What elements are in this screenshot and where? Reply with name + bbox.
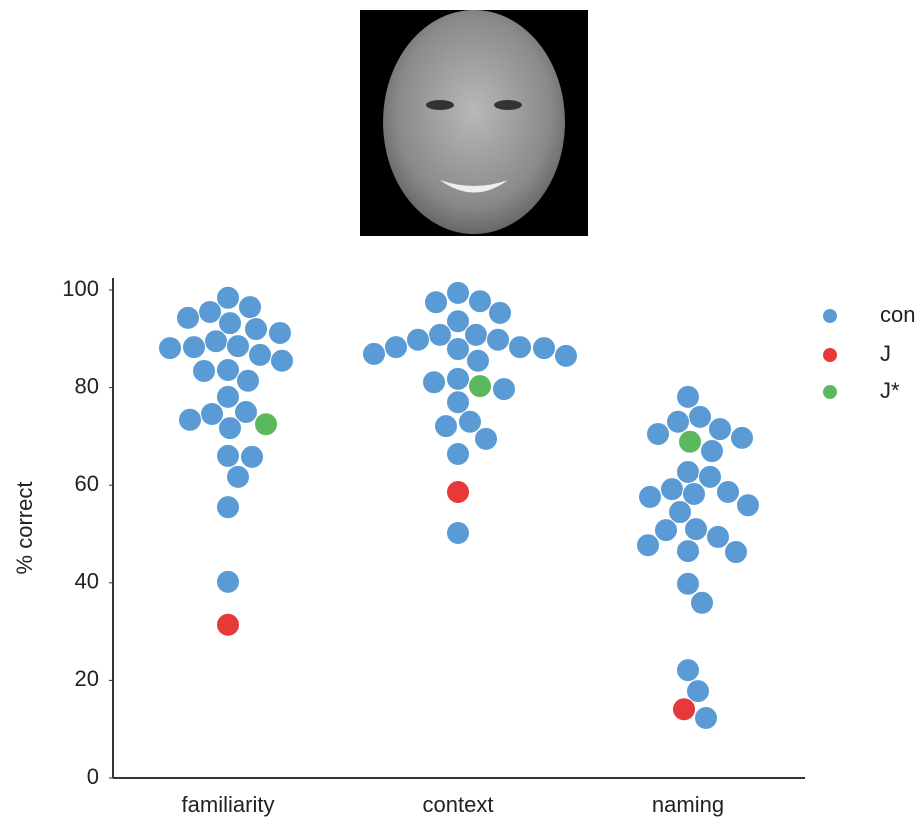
data-point [639,485,662,508]
face-image [360,10,588,236]
data-point [647,422,670,445]
chart: % correct 0 20 40 60 80 100 familiarity context… [0,0,924,823]
data-point [677,572,700,595]
y-axis-label: % correct [12,482,37,575]
data-point [241,445,264,468]
y-tick-label: 80 [75,373,99,398]
data-point [447,338,470,361]
data-point [217,359,240,382]
y-tick-label: 20 [75,666,99,691]
page: {"chart_data": { "type": "swarm", "categ… [0,0,924,823]
data-point [179,408,202,431]
data-point [469,375,492,398]
legend-label: J* [880,378,900,403]
data-point [467,349,490,372]
data-point [249,343,272,366]
data-point [177,306,200,329]
data-point [245,318,268,341]
data-point [227,465,250,488]
data-point [475,427,498,450]
data-point [219,417,242,440]
data-point [255,413,278,436]
data-point [487,328,510,351]
legend-marker [823,348,837,362]
data-point [677,461,700,484]
data-point [217,613,240,636]
data-point [425,291,448,314]
data-point [695,706,718,729]
data-point [199,300,222,323]
data-point [699,465,722,488]
data-point [685,518,708,541]
data-point [677,659,700,682]
data-point [661,478,684,501]
data-point [555,344,578,367]
data-point [689,405,712,428]
y-tick-label: 100 [62,276,99,301]
data-point [679,430,702,453]
data-point [701,440,724,463]
data-point [237,369,260,392]
x-tick-label: familiarity [182,792,275,817]
data-point [217,444,240,467]
data-point [493,378,516,401]
y-tick-label: 40 [75,569,99,594]
data-point [447,367,470,390]
data-point [217,385,240,408]
data-point [509,336,532,359]
data-point [677,385,700,408]
data-point [725,541,748,564]
data-point [447,522,470,545]
data-point [239,296,262,319]
legend-label: con [880,302,915,327]
data-point [673,698,696,721]
data-point [269,321,292,344]
data-point [193,360,216,383]
data-point [707,525,730,548]
data-point [159,337,182,360]
x-tick-label: naming [652,792,724,817]
data-point [183,336,206,359]
data-point [217,496,240,519]
data-point [637,534,660,557]
data-point [717,481,740,504]
data-point [385,336,408,359]
data-point [271,349,294,372]
data-point [459,410,482,433]
data-point [447,442,470,465]
x-tick-label: context [423,792,494,817]
data-point [363,342,386,365]
y-tick-label: 60 [75,471,99,496]
data-point [447,391,470,414]
data-point [435,415,458,438]
data-point [423,371,446,394]
legend-label: J [880,341,891,366]
data-point [667,410,690,433]
data-point [489,301,512,324]
legend-marker [823,309,837,323]
data-point [407,328,430,351]
data-point [737,494,760,517]
data-point [691,591,714,614]
data-point [227,335,250,358]
data-point [731,426,754,449]
data-point [447,481,470,504]
data-point [677,540,700,563]
data-point [205,330,228,353]
y-tick-label: 0 [87,764,99,789]
data-point [655,519,678,542]
data-point [217,570,240,593]
data-point [709,418,732,441]
legend-marker [823,385,837,399]
data-point [533,337,556,360]
data-point [469,290,492,313]
data-point [447,281,470,304]
